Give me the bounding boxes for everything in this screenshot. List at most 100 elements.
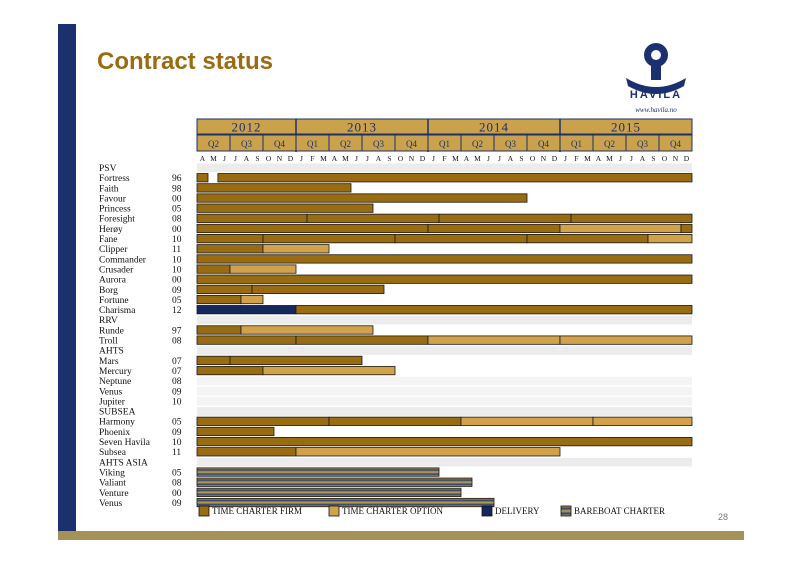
month-label: M: [210, 154, 217, 163]
group-band: [197, 315, 692, 325]
empty-row-band: [197, 396, 692, 406]
vessel-name: Phoenix: [99, 428, 130, 438]
legend-swatch-option: [328, 505, 340, 517]
quarter-label: Q3: [637, 139, 648, 149]
month-label: A: [332, 154, 338, 163]
bar-firm: [196, 355, 231, 366]
quarter-label: Q2: [340, 139, 351, 149]
quarter-header-band: [196, 134, 693, 152]
quarter-label: Q2: [208, 139, 219, 149]
vessel-name: Viking: [99, 468, 125, 478]
bar-firm: [526, 234, 649, 244]
month-label: N: [673, 154, 679, 163]
month-label: S: [651, 154, 655, 163]
vessel-name: Foresight: [99, 215, 135, 225]
vessel-build-year: 96: [172, 174, 182, 184]
vessel-name: Troll: [99, 337, 118, 347]
vessel-build-year: 09: [172, 499, 182, 509]
month-label: O: [530, 154, 536, 163]
vessel-name: Venus: [99, 387, 123, 397]
empty-row-band: [197, 386, 692, 396]
vessel-build-year: 10: [172, 235, 182, 245]
vessel-name: Seven Havila: [99, 438, 151, 448]
month-label: N: [277, 154, 283, 163]
month-label: D: [684, 154, 690, 163]
vessel-build-year: 10: [172, 255, 182, 265]
quarter-label: Q4: [670, 139, 681, 149]
month-label: M: [342, 154, 349, 163]
bar-firm: [217, 173, 693, 183]
bar-option: [559, 223, 682, 234]
bar-firm: [196, 183, 352, 193]
vessel-build-year: 00: [172, 194, 182, 204]
havila-logo: [626, 43, 686, 94]
group-band: [197, 346, 692, 355]
anchor-icon: [626, 43, 686, 94]
vessel-build-year: 12: [172, 306, 182, 316]
month-label: O: [398, 154, 404, 163]
vessel-build-year: 09: [172, 387, 182, 397]
group-band: [197, 163, 692, 173]
vessel-name: Fortune: [99, 296, 129, 306]
month-label: A: [244, 154, 250, 163]
vessel-name: Subsea: [99, 448, 127, 458]
bar-option: [460, 416, 594, 426]
quarter-label: Q4: [406, 139, 417, 149]
bar-firm: [438, 213, 572, 223]
bar-bareboat: [196, 487, 462, 497]
month-label: J: [487, 154, 490, 163]
month-label: F: [574, 154, 578, 163]
bar-option: [262, 244, 330, 254]
month-label: A: [200, 154, 206, 163]
vessel-name: Clipper: [99, 245, 128, 255]
bar-firm: [196, 426, 275, 437]
vessel-name: Borg: [99, 286, 118, 296]
month-label: M: [320, 154, 327, 163]
month-label: A: [376, 154, 382, 163]
vessel-name: Aurora: [99, 276, 127, 286]
vessel-name: Jupiter: [99, 397, 126, 407]
logo-url: www.havila.no: [635, 106, 677, 114]
vessel-build-year: 08: [172, 337, 182, 347]
vessel-build-year: 10: [172, 438, 182, 448]
month-label: O: [662, 154, 668, 163]
year-label: 2014: [479, 120, 509, 135]
month-label: O: [266, 154, 272, 163]
month-label: N: [541, 154, 547, 163]
bar-firm: [196, 294, 242, 305]
bar-firm: [196, 244, 264, 254]
vessel-build-year: 10: [172, 397, 182, 407]
year-header-band: [196, 118, 693, 135]
legend-swatch-delivery: [481, 505, 493, 517]
bar-firm: [251, 284, 385, 294]
vessel-name: Neptune: [99, 377, 131, 387]
month-label: J: [223, 154, 226, 163]
bar-option: [240, 294, 264, 305]
bar-firm: [196, 254, 693, 264]
vessel-name: Charisma: [99, 306, 136, 316]
vessel-name: Fane: [99, 235, 117, 245]
bar-firm: [295, 335, 429, 345]
bar-bareboat: [196, 477, 473, 487]
vessel-name: Venus: [99, 499, 123, 509]
vessel-build-year: 00: [172, 225, 182, 235]
footer-rule: [58, 531, 744, 540]
bar-option: [427, 335, 561, 345]
legend-label: TIME CHARTER FIRM: [212, 506, 302, 516]
bar-firm: [427, 223, 561, 234]
legend-label: BAREBOAT CHARTER: [574, 506, 665, 516]
vessel-name: Princess: [99, 205, 131, 215]
vessel-build-year: 09: [172, 428, 182, 438]
vessel-build-year: 08: [172, 215, 182, 225]
legend-swatch-firm: [198, 505, 210, 517]
bar-option: [647, 234, 693, 244]
month-label: N: [409, 154, 415, 163]
vessel-build-year: 11: [172, 245, 181, 255]
vessel-name: Faith: [99, 184, 119, 194]
month-label: J: [355, 154, 358, 163]
year-label: 2012: [232, 120, 262, 135]
bar-firm: [680, 223, 693, 234]
bar-option: [295, 447, 561, 457]
bar-option: [592, 416, 693, 426]
bar-firm: [306, 213, 440, 223]
